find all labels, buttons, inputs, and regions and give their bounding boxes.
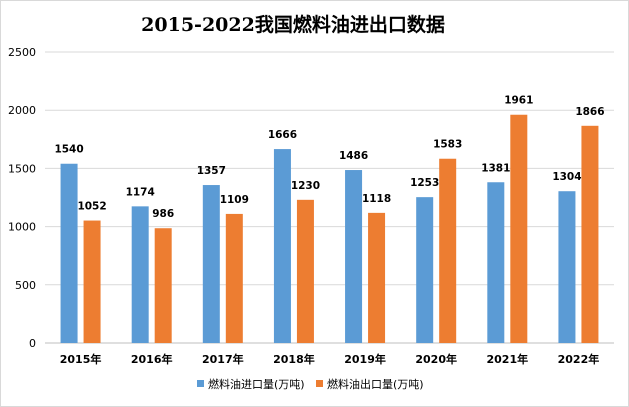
y-tick-label: 0 xyxy=(29,337,36,350)
legend-swatch-export xyxy=(316,380,323,387)
export-data-label: 1109 xyxy=(220,194,249,206)
export-data-label: 1583 xyxy=(433,139,462,151)
y-tick-label: 2000 xyxy=(8,104,36,117)
import-bar xyxy=(487,182,505,343)
export-bar xyxy=(83,220,101,343)
x-tick-label: 2015年 xyxy=(60,352,102,366)
x-tick-label: 2022年 xyxy=(558,352,600,366)
import-data-label: 1174 xyxy=(126,186,155,198)
import-data-label: 1666 xyxy=(268,129,297,141)
export-bar xyxy=(225,213,243,343)
import-bar xyxy=(131,206,149,343)
export-data-label: 1118 xyxy=(362,193,391,205)
x-tick-label: 2018年 xyxy=(273,352,315,366)
x-axis-ticks: 2015年 2016年 2017年 2018年 2019年 2020年 2021年 2022年 xyxy=(60,352,600,366)
import-bar xyxy=(416,197,434,343)
import-data-label: 1253 xyxy=(410,177,439,189)
import-data-label: 1381 xyxy=(481,162,510,174)
y-tick-label: 1000 xyxy=(8,221,36,234)
bars xyxy=(60,114,599,344)
import-bar xyxy=(345,170,363,343)
export-data-label: 1961 xyxy=(504,95,533,107)
import-data-label: 1540 xyxy=(54,144,83,156)
export-bar xyxy=(439,158,457,343)
x-tick-label: 2020年 xyxy=(415,352,457,366)
chart-title: 2015-2022我国燃料油进出口数据 xyxy=(141,13,445,36)
export-data-label: 1866 xyxy=(575,106,604,118)
y-tick-label: 2500 xyxy=(8,46,36,59)
export-data-label: 1052 xyxy=(77,201,106,213)
import-data-label: 1357 xyxy=(197,165,226,177)
import-bar xyxy=(202,185,220,343)
legend-swatch-import xyxy=(197,380,204,387)
y-tick-label: 1500 xyxy=(8,162,36,175)
export-data-label: 986 xyxy=(152,208,174,220)
import-bar xyxy=(60,163,78,343)
y-tick-label: 500 xyxy=(15,279,36,292)
export-bar xyxy=(296,199,314,343)
export-bar xyxy=(368,212,386,343)
y-axis-ticks: 0 500 1000 1500 2000 2500 xyxy=(8,46,36,350)
legend-label-export: 燃料油出口量(万吨) xyxy=(327,377,424,391)
export-data-label: 1230 xyxy=(291,180,320,192)
export-bar xyxy=(154,228,172,343)
x-tick-label: 2021年 xyxy=(487,352,529,366)
data-labels: 1540 1052 1174 986 1357 1109 1666 1230 1486 1118 1… xyxy=(54,95,604,220)
export-bar xyxy=(510,114,528,344)
import-bar xyxy=(273,149,291,343)
x-tick-label: 2019年 xyxy=(344,352,386,366)
import-data-label: 1304 xyxy=(552,171,581,183)
legend: 燃料油进口量(万吨) 燃料油出口量(万吨) xyxy=(197,377,424,391)
export-bar xyxy=(581,125,599,343)
legend-label-import: 燃料油进口量(万吨) xyxy=(208,377,305,391)
x-tick-label: 2017年 xyxy=(202,352,244,366)
import-data-label: 1486 xyxy=(339,150,368,162)
x-tick-label: 2016年 xyxy=(131,352,173,366)
import-bar xyxy=(558,191,576,343)
